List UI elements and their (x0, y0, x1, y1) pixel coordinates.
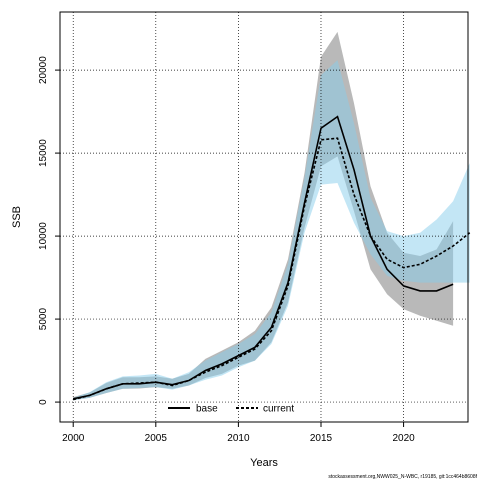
plot-frame (59, 11, 469, 423)
y-axis: 0 5000 10000 15000 20000 (38, 56, 61, 405)
x-axis-title: Years (250, 457, 278, 469)
y-tick-label-0: 0 (38, 399, 49, 405)
x-tick-label-2020: 2020 (392, 433, 415, 444)
band-current (73, 60, 470, 401)
legend: base current (168, 404, 294, 415)
grid-lines (60, 12, 468, 422)
y-tick-label-5000: 5000 (38, 308, 49, 331)
x-tick-label-2005: 2005 (145, 433, 168, 444)
confidence-bands (73, 31, 470, 401)
x-tick-label-2015: 2015 (310, 433, 333, 444)
y-tick-label-15000: 15000 (38, 139, 49, 167)
legend-label-current: current (263, 404, 294, 415)
line-current (73, 137, 471, 401)
x-tick-label-2010: 2010 (227, 433, 250, 444)
legend-label-base: base (196, 404, 218, 415)
x-axis: 2000 2005 2010 2015 2020 (62, 421, 415, 444)
y-axis-title: SSB (11, 206, 23, 228)
footer-credit: stockassessment.org,NWW025_N-WBC, r19185… (328, 474, 477, 480)
x-tick-label-2000: 2000 (62, 433, 85, 444)
y-tick-label-10000: 10000 (38, 222, 49, 250)
y-tick-label-20000: 20000 (38, 56, 49, 84)
series-lines (73, 115, 471, 401)
